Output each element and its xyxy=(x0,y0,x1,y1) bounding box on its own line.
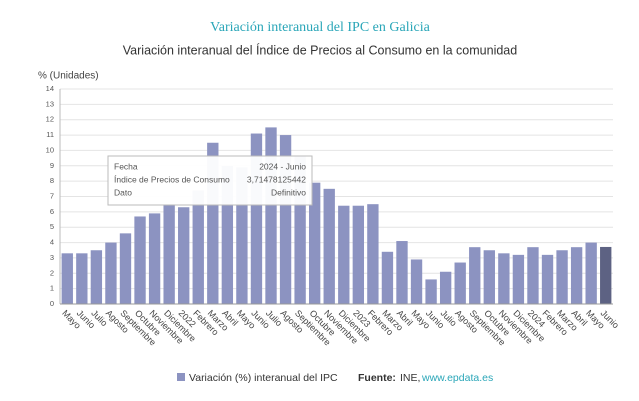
bar xyxy=(396,241,408,304)
tooltip-value: Definitivo xyxy=(271,187,306,197)
tooltip-key: Dato xyxy=(114,187,132,197)
tooltip: Fecha 2024 - Junio Índice de Precios de … xyxy=(107,155,313,206)
bar xyxy=(294,156,306,304)
bar xyxy=(338,205,350,304)
bar xyxy=(367,204,379,304)
tooltip-key: Fecha xyxy=(114,161,138,171)
bar xyxy=(483,250,495,304)
bar xyxy=(352,205,365,304)
bar xyxy=(250,133,263,304)
bar xyxy=(410,259,423,304)
bar xyxy=(308,182,321,304)
chart-subtitle: Variación interanual del Índice de Preci… xyxy=(123,42,517,57)
bar xyxy=(381,251,394,304)
y-tick-label: 7 xyxy=(50,191,54,200)
y-tick-label: 2 xyxy=(50,268,54,277)
bar xyxy=(454,262,466,304)
y-tick-label: 9 xyxy=(50,161,54,170)
bar xyxy=(192,190,204,304)
bar xyxy=(439,271,452,304)
bar xyxy=(556,250,568,304)
y-tick-label: 10 xyxy=(46,145,54,154)
y-tick-label: 5 xyxy=(50,222,54,231)
legend-swatch xyxy=(177,373,185,381)
bar xyxy=(585,242,597,304)
chart-title: Variación interanual del IPC en Galicia xyxy=(210,20,430,35)
bar xyxy=(425,279,437,304)
y-tick-label: 12 xyxy=(46,115,54,124)
y-axis-label: % (Unidades) xyxy=(38,71,99,82)
bar xyxy=(236,167,248,304)
bar xyxy=(119,233,132,304)
y-tick-label: 8 xyxy=(50,176,54,185)
bar xyxy=(265,127,277,305)
legend: Variación (%) interanual del IPC Fuente:… xyxy=(177,372,493,384)
tooltip-key: Índice de Precios de Consumo xyxy=(114,174,230,184)
bar xyxy=(207,142,219,304)
bar xyxy=(323,188,335,304)
bar xyxy=(279,135,292,304)
bar xyxy=(105,242,117,304)
bar xyxy=(134,216,146,304)
bar xyxy=(469,247,481,304)
y-tick-label: 13 xyxy=(46,99,54,108)
bar xyxy=(570,247,583,304)
y-tick-label: 1 xyxy=(50,284,54,293)
y-tick-label: 11 xyxy=(46,130,54,139)
bar xyxy=(221,165,234,304)
source: INE, xyxy=(400,372,420,384)
bar xyxy=(76,253,88,304)
tooltip-value: 3,71478125442 xyxy=(247,174,306,184)
source-label: Fuente: xyxy=(358,372,396,384)
bar xyxy=(61,253,73,304)
y-tick-label: 14 xyxy=(46,84,54,93)
y-tick-label: 0 xyxy=(50,299,54,308)
bar xyxy=(90,250,103,304)
bar xyxy=(541,254,554,304)
bar xyxy=(600,246,612,304)
bar xyxy=(527,247,539,304)
legend-label: Variación (%) interanual del IPC xyxy=(189,372,338,384)
y-tick-label: 6 xyxy=(50,207,54,216)
source-link[interactable]: www.epdata.es xyxy=(421,372,493,384)
bar xyxy=(498,253,510,304)
bar xyxy=(178,207,190,304)
y-tick-label: 3 xyxy=(50,253,54,262)
tooltip-value: 2024 - Junio xyxy=(259,161,306,171)
bar xyxy=(163,204,175,304)
y-tick-label: 4 xyxy=(50,238,54,247)
bar xyxy=(512,254,525,304)
bar xyxy=(148,213,161,304)
tooltip-box xyxy=(107,155,313,206)
